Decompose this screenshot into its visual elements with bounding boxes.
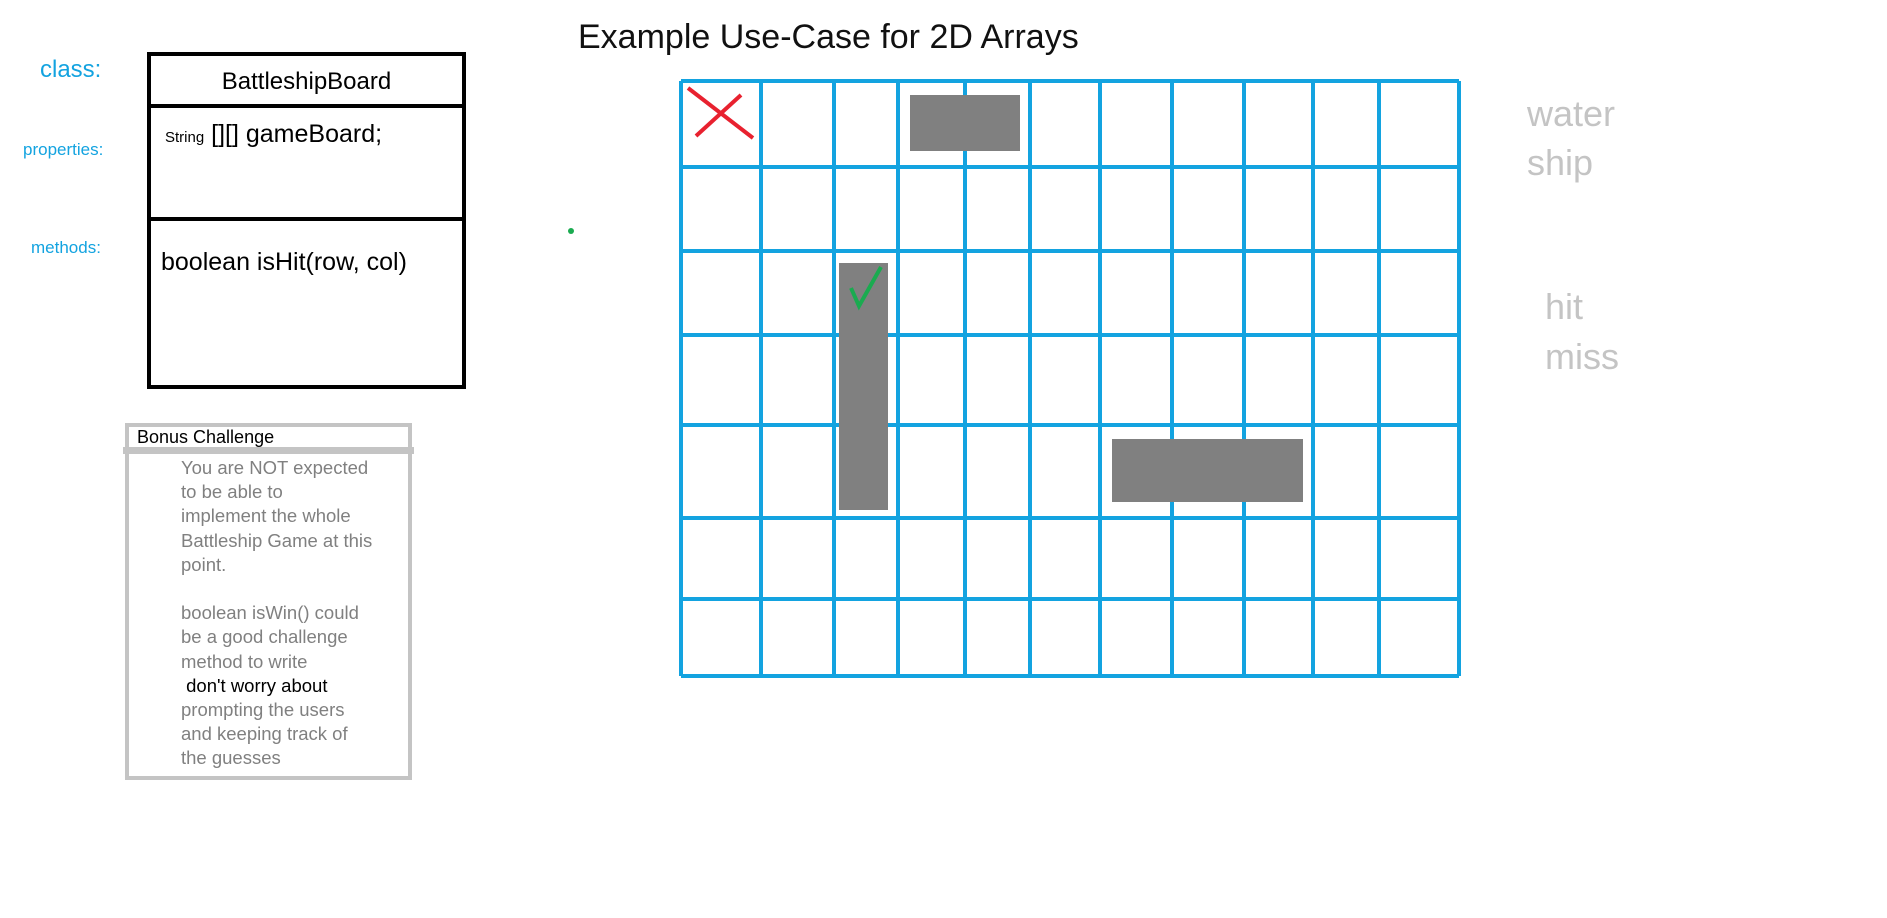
hit-mark (849, 266, 883, 311)
class-label: class: (40, 56, 102, 83)
uml-property-decl: [][] gameBoard; (211, 120, 383, 148)
bonus-title-bar (123, 447, 414, 454)
uml-method: boolean isHit(row, col) (161, 248, 407, 276)
ship (910, 95, 1020, 151)
bonus-title: Bonus Challenge (137, 427, 275, 447)
bonus-text-part1: You are NOT expected to be able to imple… (181, 457, 373, 672)
uml-divider-name (147, 104, 466, 108)
miss-mark (694, 93, 743, 138)
legend-miss: miss (1545, 336, 1619, 377)
uml-class-name: BattleshipBoard (221, 68, 392, 95)
uml-property: String [][] gameBoard; (165, 120, 382, 149)
properties-label: properties: (23, 140, 104, 159)
bonus-text-highlight: don't worry about (181, 674, 328, 696)
uml-property-type: String (165, 129, 205, 146)
bonus-text-part2: prompting the users and keeping track of… (181, 699, 348, 769)
legend-ship: ship (1527, 142, 1594, 183)
uml-divider-properties (147, 217, 466, 221)
legend-water: water (1527, 93, 1616, 134)
bonus-box (125, 423, 412, 780)
ship (1112, 439, 1303, 502)
ship (839, 263, 888, 510)
bonus-text: You are NOT expected to be able to imple… (181, 456, 372, 771)
page-title: Example Use-Case for 2D Arrays (578, 18, 1079, 56)
legend-hit: hit (1545, 286, 1584, 327)
methods-label: methods: (31, 238, 101, 257)
stray-dot (568, 228, 574, 234)
